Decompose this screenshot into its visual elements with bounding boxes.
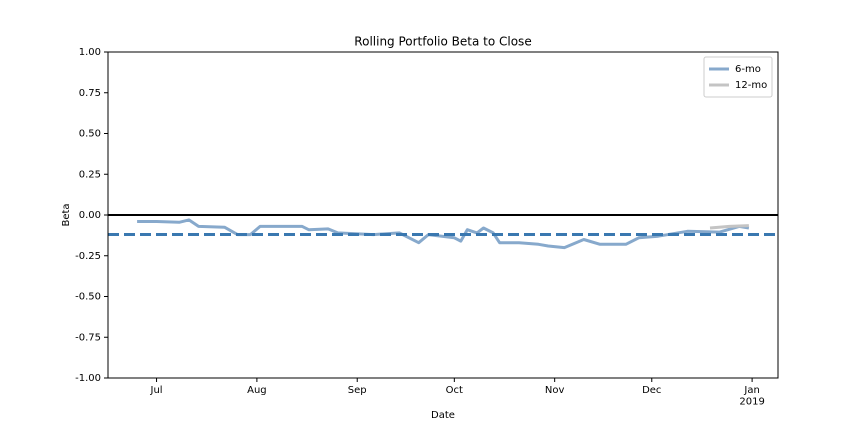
x-axis-label: Date: [431, 410, 455, 421]
y-tick-label: -0.25: [75, 251, 101, 262]
legend-label: 12-mo: [735, 80, 767, 91]
legend-label: 6-mo: [735, 64, 761, 75]
x-tick-label: Sep: [348, 385, 367, 396]
y-tick-label: 0.75: [79, 88, 101, 99]
chart-title: Rolling Portfolio Beta to Close: [354, 35, 531, 49]
y-tick-label: -0.75: [75, 332, 101, 343]
y-axis-label: Beta: [61, 203, 72, 226]
x-tick-label: Dec: [642, 385, 661, 396]
legend-box: [703, 56, 773, 98]
x-tick-label: Jan 2019: [739, 385, 764, 408]
y-tick-label: 1.00: [79, 47, 101, 58]
x-tick-label: Aug: [247, 385, 267, 396]
x-tick-label: Jul: [150, 385, 163, 396]
x-tick-label: Nov: [545, 385, 565, 396]
y-tick-label: -0.50: [75, 292, 101, 303]
y-tick-label: -1.00: [75, 373, 101, 384]
x-tick-label: Oct: [446, 385, 463, 396]
plot-frame: [107, 51, 779, 379]
series-line: [709, 224, 749, 230]
y-tick-label: 0.00: [79, 210, 101, 221]
y-tick-label: 0.25: [79, 169, 101, 180]
y-tick-label: 0.50: [79, 129, 101, 140]
